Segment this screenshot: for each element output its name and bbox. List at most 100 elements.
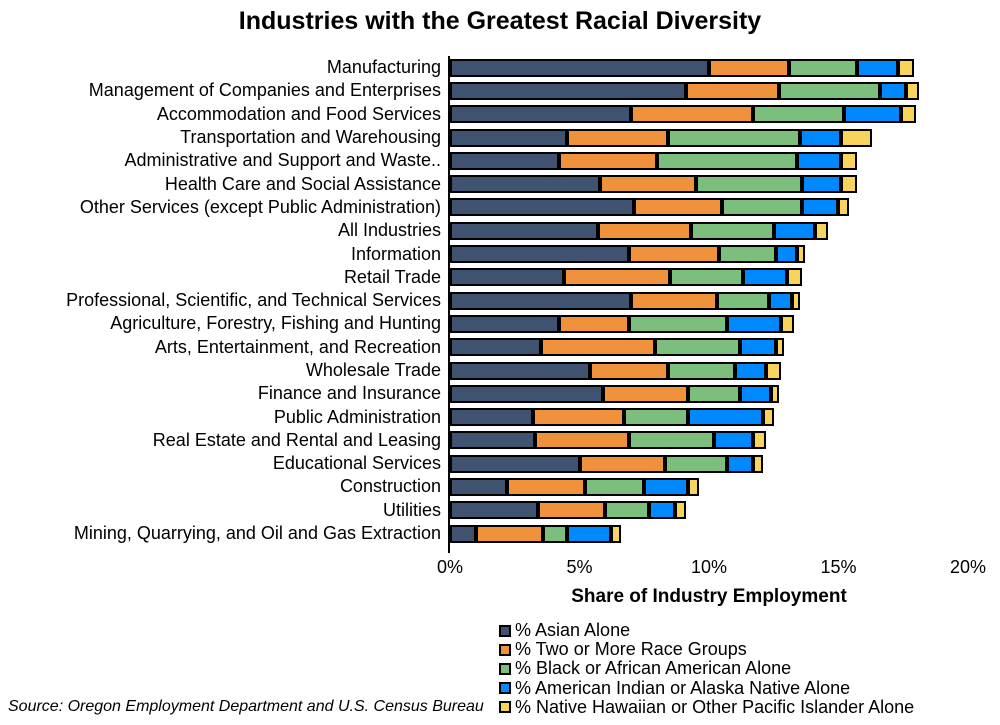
bar-segment <box>797 151 842 170</box>
category-label: Retail Trade <box>343 266 441 287</box>
bar-segment <box>610 524 621 543</box>
bar-segment <box>742 268 787 287</box>
legend-item: % Native Hawaiian or Other Pacific Islan… <box>499 696 915 717</box>
stacked-bar <box>450 431 766 450</box>
category-label: All Industries <box>337 220 441 241</box>
stacked-bar <box>450 175 857 194</box>
category-label: Wholesale Trade <box>305 360 441 380</box>
stacked-bar <box>450 384 779 403</box>
bar-segment <box>709 58 790 77</box>
source-note: Source: Oregon Employment Department and… <box>8 698 484 715</box>
bar-segment <box>579 454 665 473</box>
bar-segment <box>532 408 624 427</box>
bar-segment <box>633 198 722 217</box>
bar-segment <box>763 408 774 427</box>
bar-segment <box>900 105 917 124</box>
bar-segment <box>600 175 697 194</box>
x-tick-label: 5% <box>566 557 593 577</box>
bar-segment <box>898 58 914 77</box>
bar-segment <box>773 221 816 240</box>
bar-segment <box>799 128 842 147</box>
bar-segment <box>450 128 567 147</box>
bar-segment <box>654 338 741 357</box>
bar-segment <box>776 245 798 264</box>
bar-segment <box>543 524 567 543</box>
bar-segment <box>597 221 691 240</box>
bar-segment <box>778 81 880 100</box>
bar-segment <box>791 291 800 310</box>
bar-segment <box>688 408 764 427</box>
bar-row: Public Administration <box>0 405 919 428</box>
bar-segment <box>797 245 805 264</box>
bar-segment <box>450 314 559 333</box>
bar-segment <box>450 81 686 100</box>
legend-swatch <box>499 662 511 675</box>
category-label: Utilities <box>382 499 441 520</box>
bar-segment <box>584 477 645 496</box>
category-label: Professional, Scientific, and Technical … <box>66 290 441 311</box>
bar-row: Accommodation and Food Services <box>0 103 919 126</box>
bar-segment <box>802 175 842 194</box>
category-label: Construction <box>339 476 441 497</box>
legend-label: % Two or More Race Groups <box>515 639 747 660</box>
bar-row: Transportation and Warehousing <box>0 126 919 149</box>
bar-segment <box>841 175 857 194</box>
bar-segment <box>450 477 507 496</box>
bar-segment <box>657 151 798 170</box>
bar-segment <box>649 501 676 520</box>
legend-label: % Native Hawaiian or Other Pacific Islan… <box>515 696 915 717</box>
bar-segment <box>475 524 544 543</box>
bar-segment <box>450 361 590 380</box>
bar-segment <box>540 338 655 357</box>
stacked-bar <box>450 524 621 543</box>
category-label: Information <box>350 243 441 264</box>
bar-segment <box>450 151 559 170</box>
stacked-bar <box>450 128 873 147</box>
bar-segment <box>450 524 476 543</box>
bar-segment <box>623 408 689 427</box>
bar-segment <box>535 431 629 450</box>
bar-row: Other Services (except Public Administra… <box>0 196 919 219</box>
stacked-bar <box>450 361 782 380</box>
bar-segment <box>450 221 598 240</box>
stacked-bar <box>450 58 914 77</box>
bar-segment <box>786 268 803 287</box>
x-tick-label: 0% <box>436 557 464 577</box>
stacked-bar <box>450 245 805 264</box>
x-tick-label: 15% <box>820 557 857 577</box>
legend: % Asian Alone% Two or More Race Groups% … <box>499 620 915 717</box>
bar-segment <box>450 501 539 520</box>
stacked-bar <box>450 477 699 496</box>
bar-row: Mining, Quarrying, and Oil and Gas Extra… <box>0 522 919 545</box>
category-label: Agriculture, Forestry, Fishing and Hunti… <box>110 313 441 334</box>
bar-row: Real Estate and Rental and Leasing <box>0 429 919 452</box>
bar-segment <box>450 105 632 124</box>
category-label: Arts, Entertainment, and Recreation <box>154 336 441 357</box>
bar-segment <box>628 314 728 333</box>
stacked-bar <box>450 501 686 520</box>
stacked-bar <box>450 221 829 240</box>
bar-row: Management of Companies and Enterprises <box>0 79 919 102</box>
bar-segment <box>765 361 782 380</box>
stacked-bar <box>450 454 764 473</box>
category-label: Public Administration <box>273 406 441 427</box>
stacked-bar <box>450 198 849 217</box>
bar-segment <box>727 314 782 333</box>
bar-segment <box>727 454 754 473</box>
category-label: Other Services (except Public Administra… <box>79 196 441 217</box>
category-label: Manufacturing <box>326 57 441 78</box>
bar-segment <box>450 454 580 473</box>
bar-segment <box>506 477 585 496</box>
stacked-bar <box>450 151 857 170</box>
bar-segment <box>841 128 873 147</box>
bar-row: Agriculture, Forestry, Fishing and Hunti… <box>0 312 919 335</box>
bar-segment <box>721 198 803 217</box>
bar-segment <box>558 314 629 333</box>
stacked-bar <box>450 314 795 333</box>
bar-segment <box>450 431 536 450</box>
bar-segment <box>675 501 686 520</box>
stacked-bar <box>450 338 785 357</box>
bar-segment <box>688 477 699 496</box>
legend-item: % Black or African American Alone <box>499 658 914 678</box>
bar-segment <box>685 81 779 100</box>
